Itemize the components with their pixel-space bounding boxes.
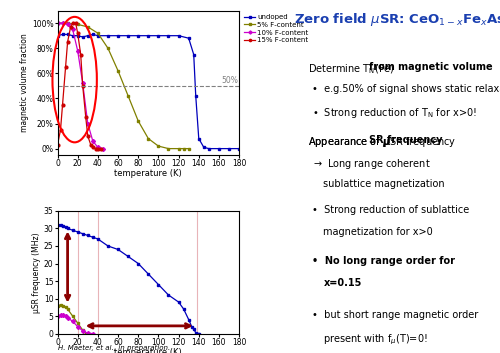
15% F-content: [68, 25, 73, 29]
undoped: [156, 34, 162, 38]
15% F-content: [90, 145, 96, 149]
5% F-content: [166, 146, 172, 151]
undoped: [80, 35, 86, 39]
15% F-content: [98, 146, 104, 151]
Text: magnetization for x>0: magnetization for x>0: [324, 227, 433, 237]
undoped: [90, 32, 96, 37]
undoped: [236, 146, 242, 151]
Text: present with f$_\mu$(T)=0!: present with f$_\mu$(T)=0!: [324, 333, 428, 347]
Line: 5% F-content: 5% F-content: [56, 22, 190, 150]
undoped: [226, 146, 232, 151]
Text: •  e.g.50% of signal shows static relaxation: • e.g.50% of signal shows static relaxat…: [312, 84, 500, 94]
Text: Zero field $\mu$SR: CeO$_{1-x}$Fe$_x$As: Zero field $\mu$SR: CeO$_{1-x}$Fe$_x$As: [294, 11, 500, 28]
Y-axis label: μSR frequency (MHz): μSR frequency (MHz): [32, 232, 41, 312]
5% F-content: [95, 31, 101, 35]
Text: 50%: 50%: [221, 76, 238, 85]
10% F-content: [70, 27, 75, 31]
15% F-content: [80, 84, 86, 88]
undoped: [176, 34, 182, 38]
undoped: [216, 146, 222, 151]
Text: •  Strong reduction of sublattice: • Strong reduction of sublattice: [312, 205, 469, 215]
undoped: [54, 34, 60, 38]
15% F-content: [85, 134, 91, 138]
Line: 10% F-content: 10% F-content: [56, 22, 104, 150]
Text: from magnetic volume: from magnetic volume: [369, 62, 493, 72]
undoped: [192, 94, 198, 98]
Text: sublattice magnetization: sublattice magnetization: [324, 179, 445, 189]
15% F-content: [74, 31, 80, 35]
undoped: [186, 36, 192, 40]
15% F-content: [62, 65, 68, 69]
Text: Appearance of $\bf{\mu}$SR frequency: Appearance of $\bf{\mu}$SR frequency: [308, 135, 456, 149]
15% F-content: [78, 52, 84, 56]
5% F-content: [146, 137, 152, 141]
5% F-content: [54, 21, 60, 25]
5% F-content: [176, 146, 182, 151]
Text: Determine T$_\mathregular{N}$(Fe): Determine T$_\mathregular{N}$(Fe): [308, 62, 396, 76]
undoped: [105, 34, 111, 38]
10% F-content: [90, 139, 96, 143]
undoped: [95, 34, 101, 38]
10% F-content: [64, 22, 70, 26]
10% F-content: [74, 49, 80, 53]
15% F-content: [88, 143, 94, 147]
undoped: [60, 32, 66, 37]
10% F-content: [60, 21, 66, 25]
5% F-content: [186, 146, 192, 151]
Text: $\rightarrow$ Long range coherent: $\rightarrow$ Long range coherent: [312, 157, 430, 171]
Y-axis label: magnetic volume fraction: magnetic volume fraction: [20, 34, 29, 132]
15% F-content: [54, 143, 60, 147]
5% F-content: [85, 25, 91, 29]
10% F-content: [85, 121, 91, 126]
10% F-content: [100, 146, 106, 151]
undoped: [70, 34, 75, 38]
undoped: [206, 146, 212, 151]
15% F-content: [93, 146, 99, 151]
undoped: [74, 34, 80, 38]
Text: x=0.15: x=0.15: [324, 277, 362, 287]
Text: •  Strong reduction of T$_\mathregular{N}$ for x>0!: • Strong reduction of T$_\mathregular{N}…: [312, 106, 477, 120]
undoped: [125, 34, 131, 38]
5% F-content: [156, 144, 162, 148]
15% F-content: [95, 146, 101, 151]
undoped: [146, 34, 152, 38]
X-axis label: temperature (K): temperature (K): [114, 348, 182, 353]
10% F-content: [95, 145, 101, 149]
Text: :: :: [472, 62, 476, 72]
Line: undoped: undoped: [56, 33, 240, 150]
undoped: [190, 52, 196, 56]
undoped: [135, 34, 141, 38]
undoped: [166, 34, 172, 38]
Text: SR frequency: SR frequency: [369, 135, 442, 145]
undoped: [64, 32, 70, 37]
5% F-content: [115, 69, 121, 73]
undoped: [85, 34, 91, 38]
undoped: [196, 137, 202, 141]
15% F-content: [70, 21, 75, 25]
5% F-content: [60, 21, 66, 25]
5% F-content: [125, 94, 131, 98]
Text: H. Maeter, et al., in preparation.: H. Maeter, et al., in preparation.: [58, 345, 170, 351]
15% F-content: [60, 103, 66, 107]
15% F-content: [64, 40, 70, 44]
15% F-content: [72, 21, 78, 25]
Text: •  but short range magnetic order: • but short range magnetic order: [312, 310, 478, 321]
5% F-content: [74, 22, 80, 26]
Text: •  No long range order for: • No long range order for: [312, 256, 455, 265]
5% F-content: [180, 146, 186, 151]
15% F-content: [58, 128, 64, 132]
5% F-content: [135, 119, 141, 123]
10% F-content: [80, 81, 86, 85]
10% F-content: [54, 21, 60, 25]
Text: Appearance of $\mu$: Appearance of $\mu$: [308, 135, 390, 149]
X-axis label: temperature (K): temperature (K): [114, 169, 182, 178]
15% F-content: [83, 115, 89, 119]
5% F-content: [64, 21, 70, 25]
Line: 15% F-content: 15% F-content: [56, 22, 102, 150]
undoped: [201, 145, 207, 149]
5% F-content: [105, 46, 111, 50]
Legend: undoped, 5% F-content, 10% F-content, 15% F-content: undoped, 5% F-content, 10% F-content, 15…: [244, 14, 308, 43]
undoped: [115, 34, 121, 38]
